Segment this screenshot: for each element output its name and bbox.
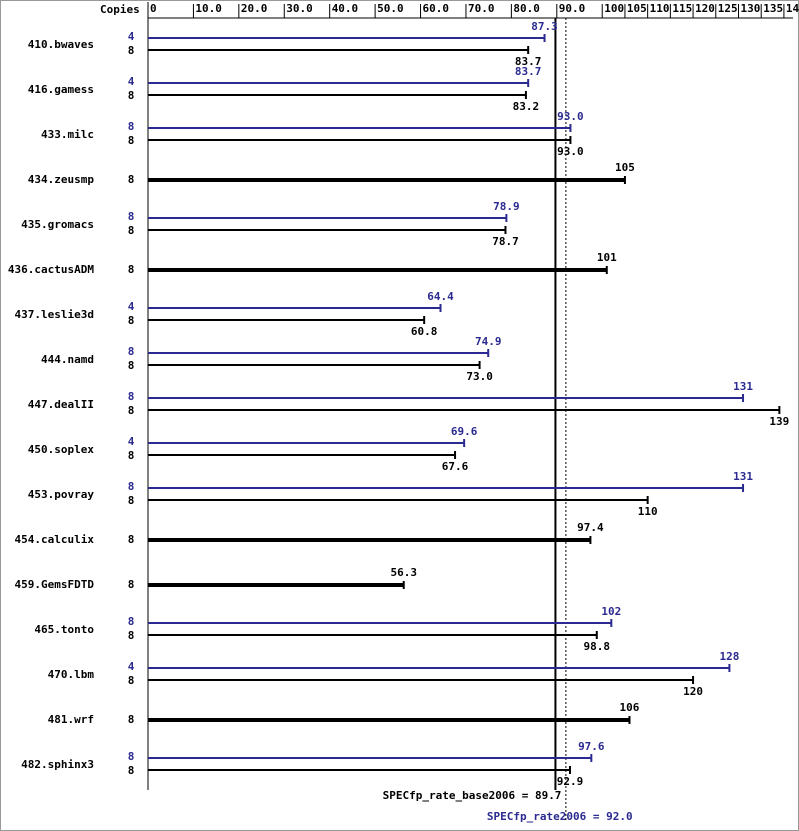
value-label: 69.6 [451, 425, 478, 438]
value-label: 78.7 [492, 235, 519, 248]
benchmark-label: 470.lbm [48, 668, 95, 681]
copies-label: 8 [128, 345, 135, 358]
copies-label: 8 [128, 449, 135, 462]
x-tick-label: 20.0 [241, 2, 268, 15]
x-tick-label: 80.0 [513, 2, 540, 15]
benchmark-label: 454.calculix [15, 533, 95, 546]
value-label: 74.9 [475, 335, 502, 348]
copies-header: Copies [100, 3, 140, 16]
value-label: 139 [769, 415, 789, 428]
copies-label: 8 [128, 120, 135, 133]
benchmark-label: 433.milc [41, 128, 94, 141]
value-label: 60.8 [411, 325, 438, 338]
value-label: 64.4 [427, 290, 454, 303]
copies-label: 4 [128, 30, 135, 43]
benchmark-label: 481.wrf [48, 713, 94, 726]
copies-label: 8 [128, 224, 135, 237]
peak-summary-label: SPECfp_rate2006 = 92.0 [487, 810, 633, 823]
benchmark-label: 482.sphinx3 [21, 758, 94, 771]
copies-label: 8 [128, 764, 135, 777]
copies-label: 8 [128, 210, 135, 223]
copies-label: 8 [128, 89, 135, 102]
copies-label: 8 [128, 314, 135, 327]
value-label: 101 [597, 251, 617, 264]
x-tick-label: 70.0 [468, 2, 495, 15]
copies-label: 8 [128, 713, 135, 726]
value-label: 106 [620, 701, 640, 714]
copies-label: 8 [128, 533, 135, 546]
benchmark-label: 437.leslie3d [15, 308, 94, 321]
benchmark-label: 416.gamess [28, 83, 94, 96]
benchmark-label: 459.GemsFDTD [15, 578, 95, 591]
benchmark-label: 410.bwaves [28, 38, 94, 51]
copies-label: 8 [128, 615, 135, 628]
value-label: 93.0 [557, 145, 584, 158]
value-label: 87.3 [531, 20, 558, 33]
value-label: 98.8 [584, 640, 611, 653]
value-label: 131 [733, 470, 753, 483]
x-tick-label: 120 [695, 2, 715, 15]
x-tick-label: 130 [740, 2, 760, 15]
x-tick-label: 40.0 [332, 2, 359, 15]
value-label: 97.6 [578, 740, 605, 753]
copies-label: 8 [128, 263, 135, 276]
copies-label: 4 [128, 435, 135, 448]
value-label: 128 [719, 650, 739, 663]
value-label: 97.4 [577, 521, 604, 534]
value-label: 92.9 [557, 775, 584, 788]
copies-label: 4 [128, 75, 135, 88]
benchmark-label: 465.tonto [34, 623, 94, 636]
benchmark-label: 444.namd [41, 353, 94, 366]
x-tick-label: 100 [604, 2, 624, 15]
copies-label: 8 [128, 674, 135, 687]
x-tick-label: 135 [763, 2, 783, 15]
copies-label: 8 [128, 750, 135, 763]
value-label: 67.6 [442, 460, 469, 473]
value-label: 105 [615, 161, 635, 174]
benchmark-label: 435.gromacs [21, 218, 94, 231]
value-label: 120 [683, 685, 703, 698]
value-label: 110 [638, 505, 658, 518]
x-tick-label: 115 [672, 2, 692, 15]
value-label: 102 [601, 605, 621, 618]
x-tick-label: 140 [786, 2, 799, 15]
x-tick-label: 110 [650, 2, 670, 15]
benchmark-label: 436.cactusADM [8, 263, 94, 276]
x-tick-label: 30.0 [286, 2, 313, 15]
x-tick-label: 0 [150, 2, 157, 15]
x-tick-label: 50.0 [377, 2, 404, 15]
copies-label: 8 [128, 480, 135, 493]
x-tick-label: 90.0 [559, 2, 586, 15]
x-tick-label: 105 [627, 2, 647, 15]
copies-label: 8 [128, 359, 135, 372]
base-summary-label: SPECfp_rate_base2006 = 89.7 [383, 789, 562, 802]
copies-label: 4 [128, 300, 135, 313]
copies-label: 8 [128, 134, 135, 147]
copies-label: 8 [128, 578, 135, 591]
value-label: 83.2 [513, 100, 540, 113]
value-label: 73.0 [466, 370, 493, 383]
value-label: 83.7 [515, 55, 542, 68]
copies-label: 8 [128, 173, 135, 186]
copies-label: 4 [128, 660, 135, 673]
copies-label: 8 [128, 494, 135, 507]
value-label: 131 [733, 380, 753, 393]
value-label: 56.3 [390, 566, 417, 579]
x-tick-label: 10.0 [195, 2, 222, 15]
x-tick-label: 125 [718, 2, 738, 15]
x-tick-label: 60.0 [423, 2, 450, 15]
copies-label: 8 [128, 404, 135, 417]
copies-label: 8 [128, 44, 135, 57]
benchmark-label: 453.povray [28, 488, 95, 501]
benchmark-label: 447.dealII [28, 398, 94, 411]
benchmark-label: 434.zeusmp [28, 173, 95, 186]
value-label: 93.0 [557, 110, 584, 123]
value-label: 83.7 [515, 65, 542, 78]
copies-label: 8 [128, 629, 135, 642]
benchmark-label: 450.soplex [28, 443, 95, 456]
value-label: 78.9 [493, 200, 520, 213]
copies-label: 8 [128, 390, 135, 403]
